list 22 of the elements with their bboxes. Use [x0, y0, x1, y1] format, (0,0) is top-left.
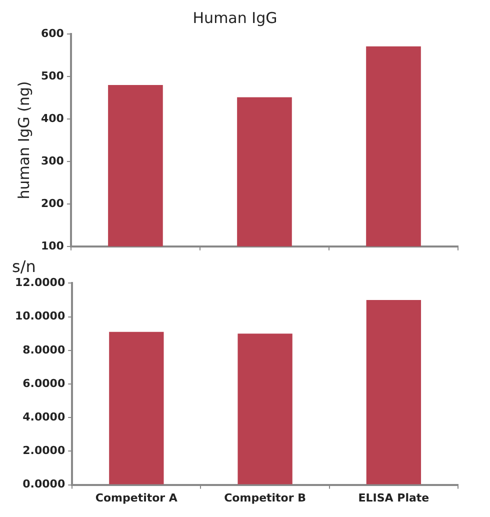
y-axis-title: human IgG (ng)	[14, 81, 33, 200]
y-tick-label: 12.0000	[14, 276, 66, 290]
y-tick-label: 400	[40, 112, 64, 125]
x-tick-label: Competitor B	[224, 491, 306, 504]
y-tick-label: 200	[40, 196, 64, 210]
y-tick-label: 4.0000	[22, 410, 66, 424]
y-tick-label: 2.0000	[22, 444, 66, 458]
x-tick-label: ELISA Plate	[358, 491, 430, 504]
y-tick-label: 0.0000	[22, 478, 66, 491]
bar	[366, 300, 422, 484]
chart-title: Human IgG	[192, 8, 278, 27]
y-tick-label: 600	[40, 26, 64, 40]
y-tick-label: 500	[40, 69, 64, 82]
chart-title: s/n	[12, 256, 36, 276]
y-tick-label: 10.0000	[14, 310, 66, 323]
x-tick-label: Competitor A	[95, 491, 178, 504]
y-tick-label: 300	[40, 154, 64, 168]
bar	[109, 332, 164, 484]
y-tick-label: 6.0000	[22, 376, 66, 390]
y-tick-label: 100	[40, 239, 64, 252]
y-tick-label: 8.0000	[22, 343, 66, 356]
bar	[238, 334, 292, 484]
